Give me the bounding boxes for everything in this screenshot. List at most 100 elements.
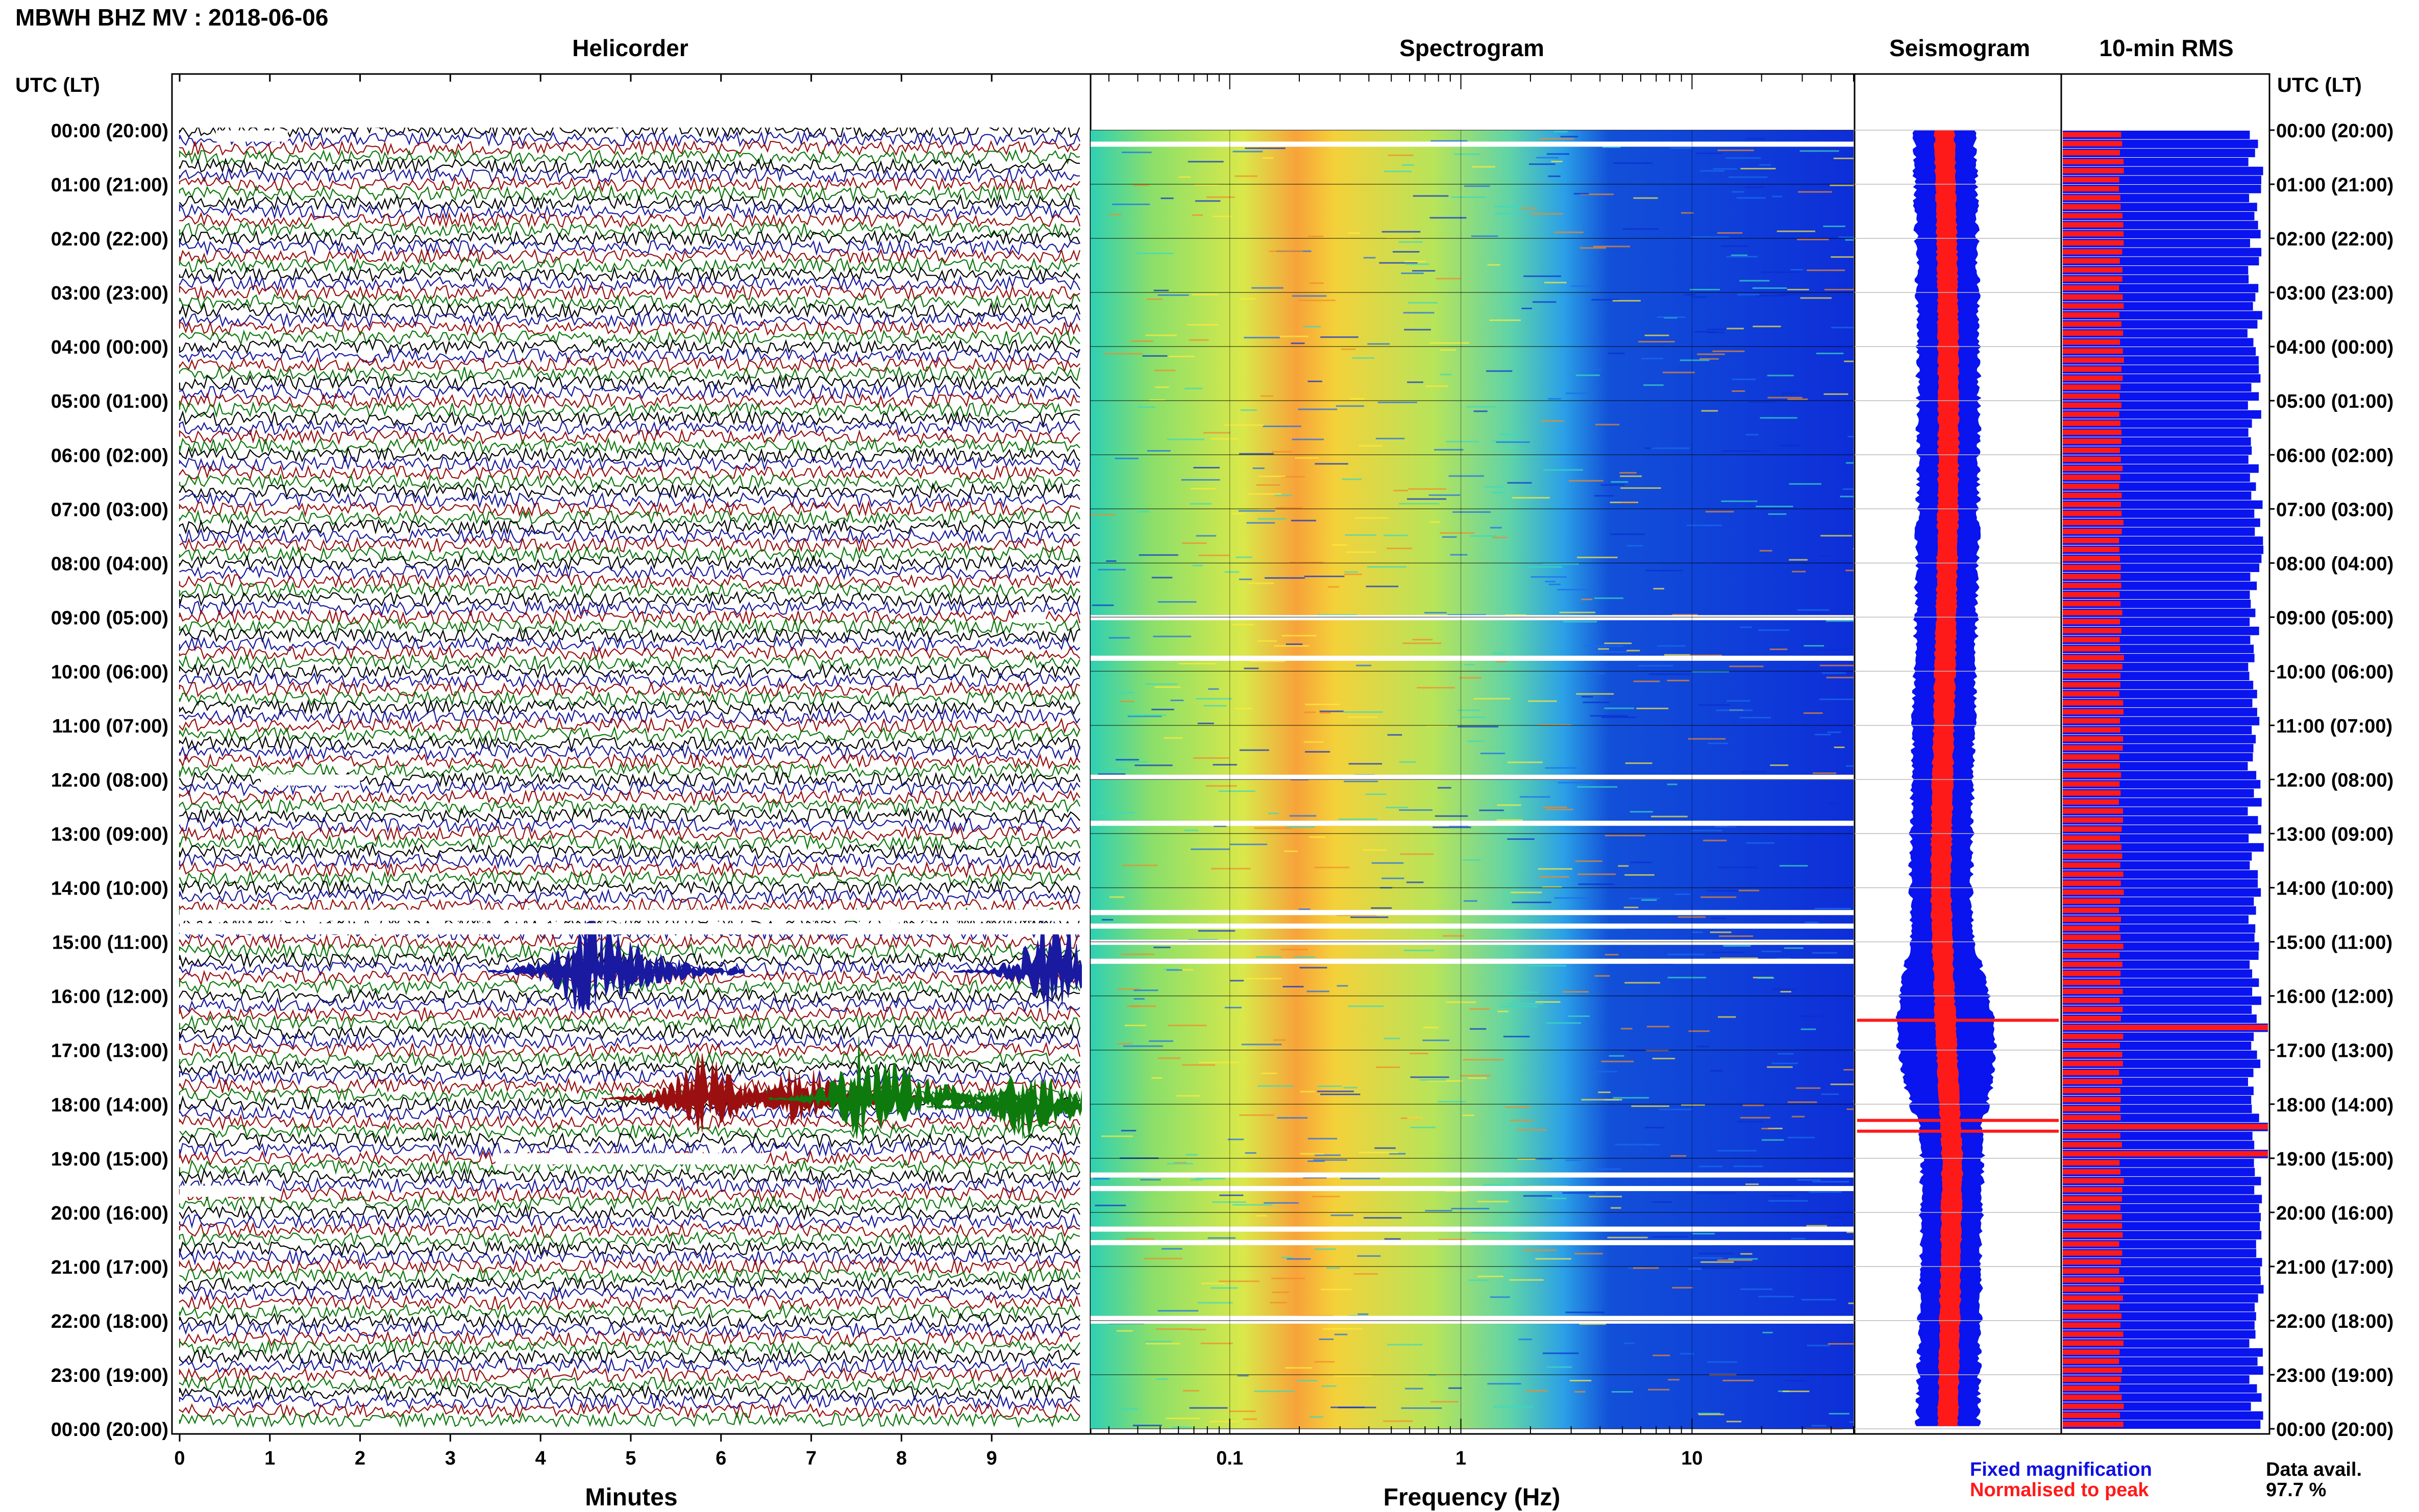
spectrogram-speckle: [1767, 396, 1803, 399]
rms-bar-normalised: [2063, 637, 2120, 642]
spectrogram-speckle: [1439, 349, 1456, 351]
spectrogram-speckle: [1400, 853, 1434, 855]
spectrogram-speckle: [1381, 231, 1421, 233]
helicorder-trace: [179, 1258, 1081, 1275]
spectrogram-speckle: [1712, 951, 1744, 953]
spectrogram-speckle: [1477, 1275, 1504, 1277]
spectrogram-speckle: [1579, 1323, 1606, 1325]
spectrogram-speckle: [1442, 935, 1465, 937]
spectrogram-speckle: [1340, 1177, 1380, 1179]
spectrogram-speckle: [1205, 785, 1237, 787]
spectrogram-speckle: [1236, 556, 1253, 558]
spectrogram-speckle: [1191, 848, 1230, 850]
spectrogram-speckle: [1239, 749, 1269, 751]
spectrogram-speckle: [1386, 806, 1409, 808]
helicorder-trace: [179, 302, 1081, 319]
seismogram-title: Seismogram: [1889, 35, 2030, 61]
spectrogram-speckle: [1797, 1179, 1821, 1181]
helicorder-trace: [179, 933, 1080, 951]
helicorder-trace: [179, 1141, 1080, 1158]
rms-bar-normalised: [2063, 132, 2121, 138]
spectrogram-speckle: [1452, 511, 1491, 513]
helicorder-trace: [179, 743, 1081, 761]
helicorder-trace: [179, 699, 1080, 716]
helicorder-trace: [179, 563, 1081, 581]
helicorder-trace: [179, 211, 1081, 229]
rms-bar-normalised: [2063, 844, 2121, 850]
spectrogram-speckle: [1484, 486, 1504, 488]
spectrogram-speckle: [1579, 247, 1606, 249]
spectrogram-speckle: [1098, 773, 1126, 775]
rms-bar-normalised: [2063, 303, 2124, 309]
spectrogram-speckle: [1767, 1066, 1793, 1068]
spectrogram-speckle: [1303, 711, 1316, 713]
spectrogram-speckle: [1313, 1159, 1347, 1161]
spectrogram-speckle: [1690, 236, 1730, 238]
spectrogram-speckle: [1807, 1345, 1830, 1347]
spectrogram-speckle: [1269, 250, 1303, 252]
spectrogram-speckle: [1232, 151, 1263, 153]
spectrogram-speckle: [1257, 1085, 1294, 1087]
spectrogram-speckle: [1613, 1097, 1649, 1099]
spectrogram-speckle: [1371, 907, 1392, 909]
spectrogram-speckle: [1261, 1072, 1277, 1074]
spectrogram-speckle: [1437, 787, 1451, 789]
time-label-left: 19:00 (15:00): [51, 1149, 168, 1170]
spectrogram-speckle: [1814, 734, 1831, 736]
spectrogram-speckle: [1483, 1184, 1509, 1186]
spectrogram-speckle: [1410, 1052, 1428, 1054]
rms-bar-normalised: [2063, 944, 2124, 949]
spectrogram-speckle: [1317, 614, 1357, 616]
rms-bar-normalised: [2063, 1349, 2120, 1355]
spectrogram-speckle: [1507, 482, 1532, 484]
spectrogram-speckle: [1725, 157, 1761, 159]
spectrogram-speckle: [1605, 834, 1646, 836]
spectrogram-speckle: [1458, 709, 1481, 711]
helicorder-trace: [179, 203, 1080, 220]
spectrogram-speckle: [1275, 507, 1302, 509]
helicorder-trace: [179, 888, 1081, 905]
spectrogram-speckle: [1797, 238, 1829, 240]
helicorder-trace: [179, 672, 1080, 689]
spectrogram-speckle: [1612, 300, 1641, 302]
spectrogram-speckle: [1270, 1302, 1287, 1304]
spectrogram-speckle: [1521, 207, 1537, 209]
spectrogram-speckle: [1346, 551, 1376, 553]
spectrogram-speckle: [1831, 256, 1854, 258]
spectrogram-speckle: [1103, 353, 1143, 355]
spectrogram-panel: 0.1 1 10: [1090, 73, 1856, 1469]
time-label-right: 11:00 (07:00): [2276, 715, 2392, 737]
spectrogram-speckle: [1464, 664, 1475, 666]
spectrogram-speckle: [1717, 1150, 1757, 1152]
rms-bar-normalised: [2063, 510, 2122, 516]
spectrogram-speckle: [1712, 350, 1745, 352]
helicorder-trace: [179, 870, 1081, 887]
spectrogram-speckle: [1463, 1059, 1503, 1061]
spectrogram-speckle: [1692, 931, 1703, 933]
spectrogram-speckle: [1699, 358, 1719, 360]
spectrogram-speckle: [1429, 217, 1467, 219]
spectrogram-speckle: [1674, 893, 1691, 895]
rms-bar-normalised: [2063, 952, 2120, 958]
spectrogram-speckle: [1827, 802, 1840, 804]
time-label-left: 23:00 (19:00): [51, 1365, 168, 1386]
spectrogram-speckle: [1093, 1178, 1110, 1180]
rms-bar-normalised: [2063, 556, 2120, 561]
spectrogram-speckle: [1732, 378, 1756, 380]
spectrogram-speckle: [1646, 1026, 1670, 1028]
helicorder-trace: [179, 221, 1080, 238]
spectrogram-speckle: [1752, 326, 1781, 328]
rms-bar-normalised: [2063, 682, 2120, 688]
spectrogram-speckle: [1389, 1153, 1406, 1155]
helicorder-xtick-label: 6: [715, 1448, 726, 1469]
spectrogram-speckle: [1800, 1028, 1816, 1030]
rms-bar-normalised: [2063, 285, 2119, 291]
spectrogram-speckle: [1740, 167, 1776, 169]
spectrogram-speckle: [1594, 975, 1610, 977]
spectrogram-speckle: [1698, 1252, 1735, 1254]
rms-bar-normalised: [2063, 519, 2124, 526]
spectrogram-speckle: [1399, 241, 1423, 243]
spectrogram-speckle: [1357, 1313, 1369, 1315]
spectrogram-speckle: [1399, 761, 1416, 763]
rms-bar-normalised: [2063, 375, 2123, 381]
